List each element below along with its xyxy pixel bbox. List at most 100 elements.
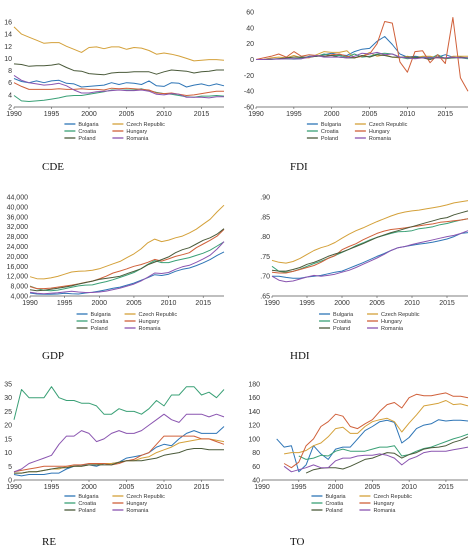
- y-tick-label: 25: [4, 409, 12, 416]
- x-tick-label: 2015: [194, 484, 210, 491]
- series-line-hungary: [13, 435, 225, 473]
- series-line-romania: [256, 51, 468, 60]
- x-tick-label: 1990: [254, 484, 270, 491]
- chart-caption: RE: [42, 536, 56, 548]
- y-tick-label: 40,000: [7, 204, 29, 211]
- y-tick-label: 4: [8, 92, 12, 99]
- y-tick-label: .70: [260, 274, 270, 281]
- legend-entry: Romania: [381, 326, 404, 332]
- y-tick-label: 44,000: [7, 195, 29, 202]
- series-line-hungary: [255, 17, 469, 92]
- series-line-poland: [13, 63, 224, 76]
- y-tick-label: 160: [248, 395, 260, 402]
- series-line-czech-republic: [271, 200, 469, 264]
- legend-entry: Czech Republic: [126, 122, 165, 128]
- chart-hdi: .65 .70 .75 .80 .85 .90 1990 1995 2000 2005 2010 20…: [260, 195, 469, 362]
- legend-entry: Bulgaria: [78, 122, 99, 128]
- series-line-romania: [13, 74, 224, 99]
- legend-entry: Romania: [373, 508, 396, 514]
- chart-to: 40 60 80 100 120 140 160 180 1990 1995 2000 2005 201…: [248, 382, 469, 548]
- x-tick-label: 2010: [156, 484, 172, 491]
- chart-re: 0 5 10 15 20 25 30 35 1990 1995 2000 2005 2010 2015 Bu…: [4, 382, 225, 548]
- legend-entry: Poland: [321, 136, 338, 142]
- x-tick-label: 2015: [439, 300, 455, 307]
- x-tick-label: 2005: [119, 111, 135, 118]
- y-tick-label: .65: [260, 294, 270, 301]
- x-tick-label: 2005: [119, 484, 135, 491]
- y-tick-label: 10: [4, 56, 12, 63]
- legend-entry: Czech Republic: [369, 122, 408, 128]
- legend-entry: Croatia: [78, 501, 97, 507]
- y-tick-label: 60: [246, 10, 254, 17]
- y-tick-label: 4,000: [10, 294, 28, 301]
- legend-entry: Czech Republic: [373, 494, 412, 500]
- legend-entry: Poland: [78, 508, 95, 514]
- y-tick-label: 20: [4, 423, 12, 430]
- y-tick-label: 16: [4, 20, 12, 27]
- x-tick-label: 1990: [248, 111, 264, 118]
- legend-entry: Bulgaria: [321, 122, 342, 128]
- x-tick-label: 1995: [286, 111, 302, 118]
- x-tick-label: 2005: [365, 484, 381, 491]
- legend-entry: Czech Republic: [381, 312, 420, 318]
- series-line-hungary: [29, 229, 225, 290]
- x-tick-label: 1995: [44, 111, 60, 118]
- legend-entry: Poland: [333, 326, 350, 332]
- y-tick-label: 16,000: [7, 264, 29, 271]
- series-line-bulgaria: [13, 78, 225, 88]
- y-tick-label: 100: [248, 436, 260, 443]
- x-tick-label: 1995: [291, 484, 307, 491]
- y-tick-label: .85: [260, 214, 270, 221]
- y-tick-label: 35: [4, 382, 12, 389]
- legend-entry: Romania: [139, 326, 162, 332]
- legend-entry: Bulgaria: [78, 494, 99, 500]
- y-tick-label: 40: [252, 478, 260, 485]
- x-tick-label: 1995: [57, 300, 73, 307]
- series-line-czech-republic: [29, 204, 225, 280]
- legend-entry: Czech Republic: [139, 312, 178, 318]
- legend-entry: Croatia: [78, 129, 97, 135]
- x-tick-label: 2010: [400, 111, 416, 118]
- series-line-croatia: [29, 241, 225, 292]
- x-tick-label: 2015: [195, 300, 211, 307]
- series-line-hungary: [271, 218, 469, 274]
- legend-entry: Hungary: [126, 129, 147, 135]
- series-line-czech-republic: [284, 400, 469, 455]
- chart-fdi: -60 -40 -20 0 20 40 60 1990 1995 2000 2005 2010 2015…: [244, 10, 469, 173]
- chart-caption: FDI: [290, 161, 308, 173]
- x-tick-label: 2010: [404, 300, 420, 307]
- legend-entry: Romania: [126, 508, 149, 514]
- y-tick-label: 8,000: [10, 284, 28, 291]
- y-tick-label: 0: [8, 478, 12, 485]
- series-line-croatia: [271, 218, 469, 273]
- legend-entry: Hungary: [126, 501, 147, 507]
- x-tick-label: 1990: [22, 300, 38, 307]
- series-line-czech-republic: [14, 438, 225, 474]
- y-tick-label: 12,000: [7, 274, 29, 281]
- y-tick-label: 120: [248, 423, 260, 430]
- x-tick-label: 2000: [328, 484, 344, 491]
- legend-entry: Bulgaria: [325, 494, 346, 500]
- legend-entry: Poland: [325, 508, 342, 514]
- y-tick-label: 140: [248, 409, 260, 416]
- x-tick-label: 2015: [194, 111, 210, 118]
- y-tick-label: .90: [260, 195, 270, 202]
- series-line-poland: [29, 228, 225, 292]
- y-tick-label: 28,000: [7, 234, 29, 241]
- x-tick-label: 2000: [91, 300, 107, 307]
- legend-entry: Bulgaria: [333, 312, 354, 318]
- y-tick-label: 14: [4, 32, 12, 39]
- legend-entry: Hungary: [369, 129, 390, 135]
- series-line-bulgaria: [276, 419, 469, 473]
- legend-entry: Hungary: [373, 501, 394, 507]
- y-tick-label: .80: [260, 234, 270, 241]
- legend-entry: Croatia: [325, 501, 344, 507]
- series-line-hungary: [13, 82, 224, 96]
- x-tick-label: 2015: [437, 111, 453, 118]
- y-tick-label: -20: [244, 73, 254, 80]
- series-line-romania: [29, 241, 225, 295]
- y-tick-label: 10: [4, 450, 12, 457]
- series-line-croatia: [298, 433, 469, 460]
